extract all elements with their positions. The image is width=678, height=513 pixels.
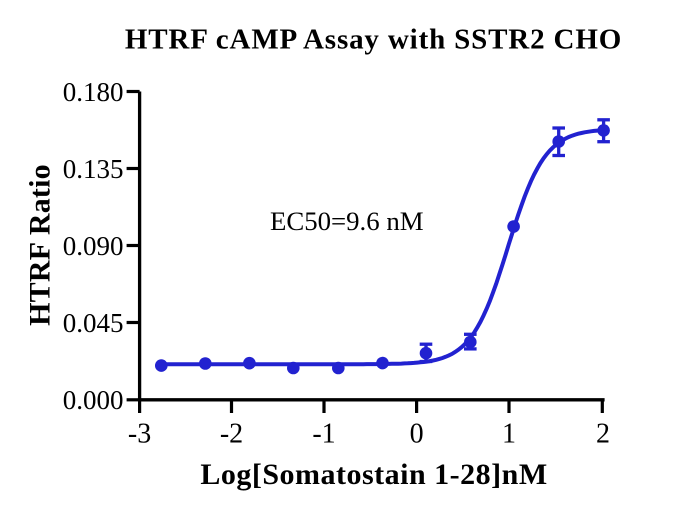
svg-text:2: 2 — [596, 419, 610, 450]
svg-text:EC50=9.6 nM: EC50=9.6 nM — [270, 206, 424, 236]
svg-text:0.135: 0.135 — [63, 154, 124, 184]
svg-text:0.090: 0.090 — [63, 231, 124, 261]
svg-text:0.045: 0.045 — [63, 308, 124, 338]
svg-text:-1: -1 — [312, 419, 335, 450]
svg-text:Log[Somatostain 1-28]nM: Log[Somatostain 1-28]nM — [200, 458, 547, 491]
svg-text:0.180: 0.180 — [63, 77, 124, 107]
svg-text:0: 0 — [410, 419, 424, 450]
svg-text:1: 1 — [502, 419, 516, 450]
svg-text:HTRF Ratio: HTRF Ratio — [24, 164, 57, 326]
svg-text:HTRF cAMP Assay with SSTR2 CHO: HTRF cAMP Assay with SSTR2 CHO — [125, 23, 622, 55]
svg-text:0.000: 0.000 — [63, 385, 124, 415]
svg-text:-2: -2 — [220, 419, 243, 450]
svg-text:-3: -3 — [128, 419, 151, 450]
